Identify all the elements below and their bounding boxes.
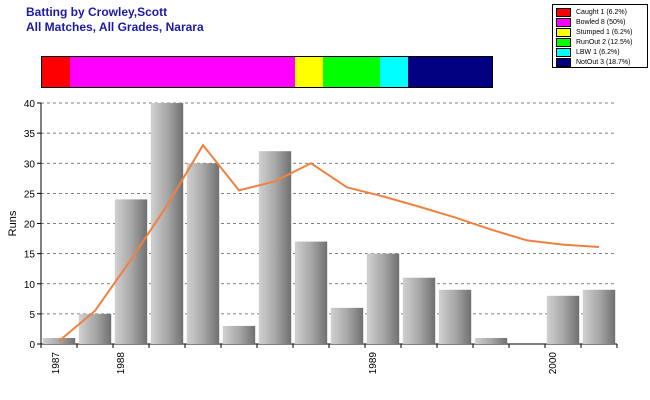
y-tick-label: 30 (24, 159, 36, 170)
legend-swatch (556, 7, 571, 17)
bar (582, 289, 616, 344)
x-tick-label: 2000 (548, 352, 559, 375)
y-tick-label: 20 (24, 220, 36, 231)
legend-item: Stumped 1 (6.2%) (556, 27, 632, 37)
bar (474, 337, 508, 344)
x-tick-label: 1988 (116, 352, 127, 375)
legend: Caught 1 (6.2%) Bowled 8 (50%) Stumped 1 (… (552, 4, 648, 68)
dismissal-segment (42, 57, 71, 87)
bar (402, 277, 436, 344)
legend-swatch (556, 47, 571, 57)
legend-label: RunOut 2 (12.5%) (576, 38, 633, 46)
y-tick-label: 35 (24, 129, 36, 140)
chart-subtitle: All Matches, All Grades, Narara (26, 20, 204, 34)
dismissal-bar (41, 56, 493, 88)
y-tick-label: 25 (24, 189, 36, 200)
legend-label: Caught 1 (6.2%) (576, 8, 627, 16)
y-tick-label: 5 (29, 310, 35, 321)
dismissal-segment (295, 57, 324, 87)
legend-item: RunOut 2 (12.5%) (556, 37, 632, 47)
dismissal-segment (323, 57, 380, 87)
bar (438, 289, 472, 344)
legend-item: Caught 1 (6.2%) (556, 7, 627, 17)
dismissal-segment (407, 57, 492, 87)
legend-label: NotOut 3 (18.7%) (576, 58, 631, 66)
chart-title: Batting by Crowley,Scott (26, 5, 168, 19)
y-tick-label: 40 (24, 99, 36, 110)
x-tick-label: 1989 (368, 352, 379, 375)
bar (546, 295, 580, 344)
legend-swatch (556, 27, 571, 37)
legend-item: NotOut 3 (18.7%) (556, 57, 630, 67)
legend-item: LBW 1 (6.2%) (556, 47, 620, 57)
bar (222, 325, 256, 344)
bar (78, 313, 112, 344)
bar (366, 253, 400, 344)
legend-label: Stumped 1 (6.2%) (576, 28, 633, 36)
legend-label: Bowled 8 (50%) (576, 18, 626, 26)
y-tick-label: 15 (24, 250, 36, 261)
trend-line (58, 143, 600, 342)
bar (294, 241, 328, 344)
bar (258, 151, 292, 344)
x-tick-label: 1987 (51, 352, 62, 375)
legend-swatch (556, 17, 571, 27)
y-tick-label: 0 (29, 340, 35, 351)
legend-label: LBW 1 (6.2%) (576, 48, 620, 56)
y-tick-label: 10 (24, 280, 36, 291)
legend-swatch (556, 57, 571, 67)
dismissal-segment (379, 57, 408, 87)
legend-swatch (556, 37, 571, 47)
legend-item: Bowled 8 (50%) (556, 17, 625, 27)
bar (114, 199, 148, 344)
y-axis-label: Runs (7, 210, 19, 236)
bar (186, 163, 220, 344)
dismissal-segment (70, 57, 296, 87)
bar (330, 307, 364, 344)
